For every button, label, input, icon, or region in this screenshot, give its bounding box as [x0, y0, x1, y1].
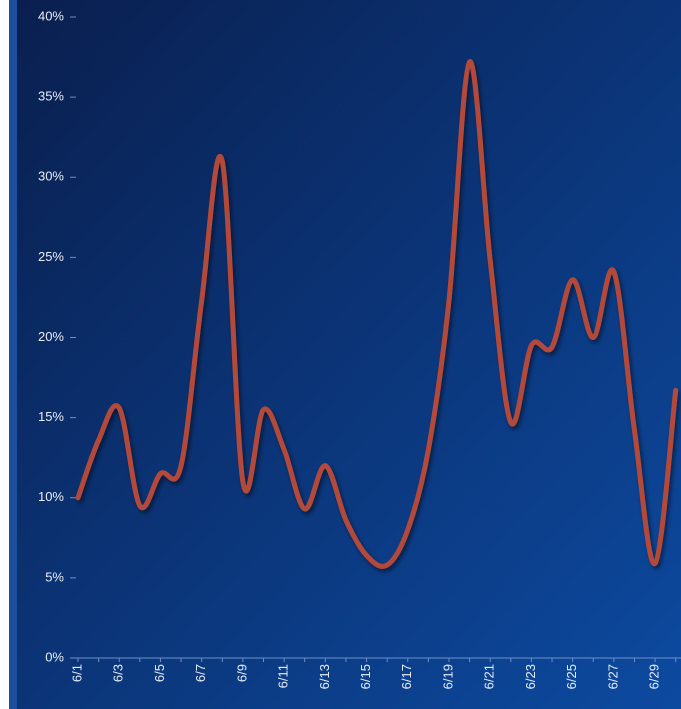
x-tick-label: 6/5: [152, 664, 167, 682]
x-tick-label: 6/27: [605, 664, 620, 689]
y-tick-label: 25%: [38, 249, 64, 264]
x-tick-label: 6/29: [647, 664, 662, 689]
x-tick-label: 6/19: [440, 664, 455, 689]
y-tick-label: 15%: [38, 409, 64, 424]
y-tick-label: 10%: [38, 489, 64, 504]
x-tick-label: 6/3: [111, 664, 126, 682]
y-tick-label: 40%: [38, 8, 64, 23]
line-series: [75, 59, 679, 569]
x-tick-label: 6/11: [276, 664, 291, 688]
plot-background: [17, 0, 681, 709]
x-tick-label: 6/17: [399, 664, 414, 689]
x-tick-label: 6/9: [234, 664, 249, 682]
y-tick-label: 35%: [38, 89, 64, 104]
x-tick-label: 6/25: [564, 664, 579, 689]
x-tick-label: 6/23: [523, 664, 538, 689]
left-border: [9, 0, 17, 709]
x-tick-label: 6/7: [193, 664, 208, 682]
x-tick-label: 6/13: [317, 664, 332, 689]
x-tick-label: 6/15: [358, 664, 373, 689]
x-tick-label: 6/21: [482, 664, 497, 689]
y-tick-label: 20%: [38, 329, 64, 344]
y-tick-label: 0%: [45, 649, 64, 664]
x-tick-label: 6/1: [69, 664, 84, 682]
y-tick-label: 5%: [45, 569, 64, 584]
y-tick-label: 30%: [38, 169, 64, 184]
